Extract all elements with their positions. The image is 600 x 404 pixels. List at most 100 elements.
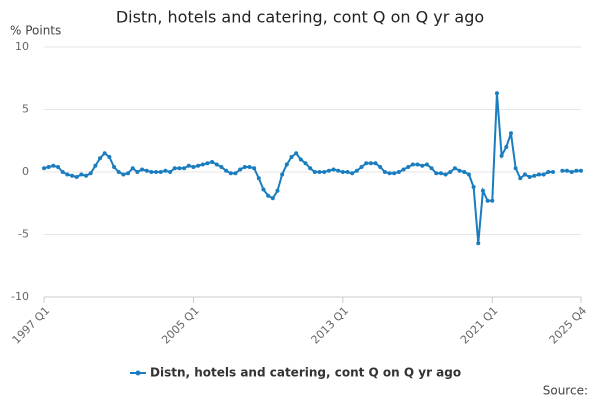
point bbox=[270, 196, 275, 201]
point bbox=[326, 168, 331, 173]
point bbox=[354, 168, 359, 173]
point bbox=[182, 166, 187, 171]
point bbox=[84, 173, 89, 178]
point bbox=[331, 167, 336, 172]
point bbox=[410, 162, 415, 167]
point bbox=[322, 170, 327, 174]
legend-label: Distn, hotels and catering, cont Q on Q … bbox=[150, 366, 461, 380]
point bbox=[219, 165, 224, 169]
point bbox=[448, 170, 453, 174]
point bbox=[224, 168, 229, 173]
point bbox=[98, 156, 103, 161]
point bbox=[238, 167, 243, 172]
point bbox=[102, 151, 107, 156]
point bbox=[336, 168, 341, 173]
point bbox=[476, 241, 481, 246]
point bbox=[149, 170, 154, 174]
point bbox=[70, 173, 75, 178]
point bbox=[424, 162, 429, 167]
point bbox=[200, 162, 205, 167]
point bbox=[546, 170, 551, 174]
point bbox=[172, 166, 177, 171]
point bbox=[345, 170, 350, 174]
point bbox=[303, 161, 308, 166]
point bbox=[116, 170, 121, 174]
point bbox=[406, 165, 411, 169]
y-tick-label: -10 bbox=[11, 290, 29, 303]
point bbox=[522, 172, 527, 177]
point bbox=[242, 165, 247, 169]
point bbox=[56, 165, 61, 169]
point bbox=[261, 187, 266, 192]
point bbox=[518, 176, 523, 181]
point bbox=[569, 170, 574, 174]
point bbox=[126, 171, 131, 176]
point bbox=[308, 166, 313, 171]
point bbox=[373, 161, 378, 166]
point bbox=[443, 172, 448, 177]
point bbox=[233, 171, 238, 176]
y-axis-label: % Points bbox=[10, 24, 61, 38]
point bbox=[275, 188, 280, 193]
point bbox=[186, 163, 191, 168]
point bbox=[140, 167, 145, 172]
point bbox=[550, 170, 555, 174]
point bbox=[420, 163, 425, 168]
point bbox=[401, 167, 406, 172]
point bbox=[88, 171, 93, 176]
point bbox=[247, 165, 252, 169]
chart-title: Distn, hotels and catering, cont Q on Q … bbox=[116, 8, 484, 27]
point bbox=[504, 145, 509, 149]
point bbox=[387, 171, 392, 176]
x-tick-label: 2025 Q4 bbox=[547, 304, 590, 347]
point bbox=[350, 171, 355, 176]
point bbox=[457, 168, 462, 173]
point bbox=[494, 91, 499, 96]
point bbox=[564, 168, 569, 173]
point bbox=[415, 162, 420, 167]
point bbox=[294, 151, 299, 156]
y-tick-label: 0 bbox=[22, 165, 29, 178]
point bbox=[191, 165, 196, 169]
point bbox=[107, 155, 112, 159]
point bbox=[480, 188, 485, 193]
point bbox=[298, 157, 303, 162]
x-tick-label: 2005 Q1 bbox=[159, 304, 202, 347]
point bbox=[79, 172, 84, 177]
point bbox=[130, 166, 135, 171]
point bbox=[462, 170, 467, 174]
point bbox=[471, 185, 476, 189]
y-tick-label: 10 bbox=[15, 40, 29, 53]
point bbox=[392, 171, 397, 176]
point bbox=[135, 170, 140, 174]
point bbox=[434, 171, 439, 176]
point bbox=[560, 168, 565, 173]
point bbox=[177, 166, 182, 171]
x-tick-label: 2013 Q1 bbox=[309, 304, 352, 347]
point bbox=[508, 131, 513, 136]
point bbox=[51, 163, 56, 168]
point bbox=[168, 170, 173, 174]
point bbox=[527, 175, 532, 179]
point bbox=[396, 170, 401, 174]
point bbox=[266, 193, 271, 198]
point bbox=[60, 170, 65, 174]
point bbox=[252, 166, 257, 171]
point bbox=[579, 168, 583, 173]
point bbox=[364, 161, 369, 166]
point bbox=[317, 170, 322, 174]
point bbox=[429, 166, 434, 171]
point bbox=[499, 153, 504, 158]
point bbox=[112, 165, 117, 169]
point bbox=[452, 166, 457, 171]
point bbox=[485, 198, 490, 203]
point bbox=[536, 172, 541, 177]
point bbox=[574, 168, 579, 173]
point bbox=[340, 170, 345, 174]
point bbox=[196, 163, 201, 168]
point bbox=[490, 198, 495, 203]
source: Source: bbox=[543, 384, 588, 398]
point bbox=[154, 170, 159, 174]
x-tick-label: 1997 Q1 bbox=[10, 304, 53, 347]
